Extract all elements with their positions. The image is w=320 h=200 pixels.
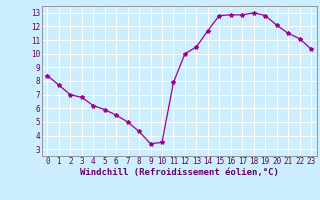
X-axis label: Windchill (Refroidissement éolien,°C): Windchill (Refroidissement éolien,°C) [80,168,279,177]
